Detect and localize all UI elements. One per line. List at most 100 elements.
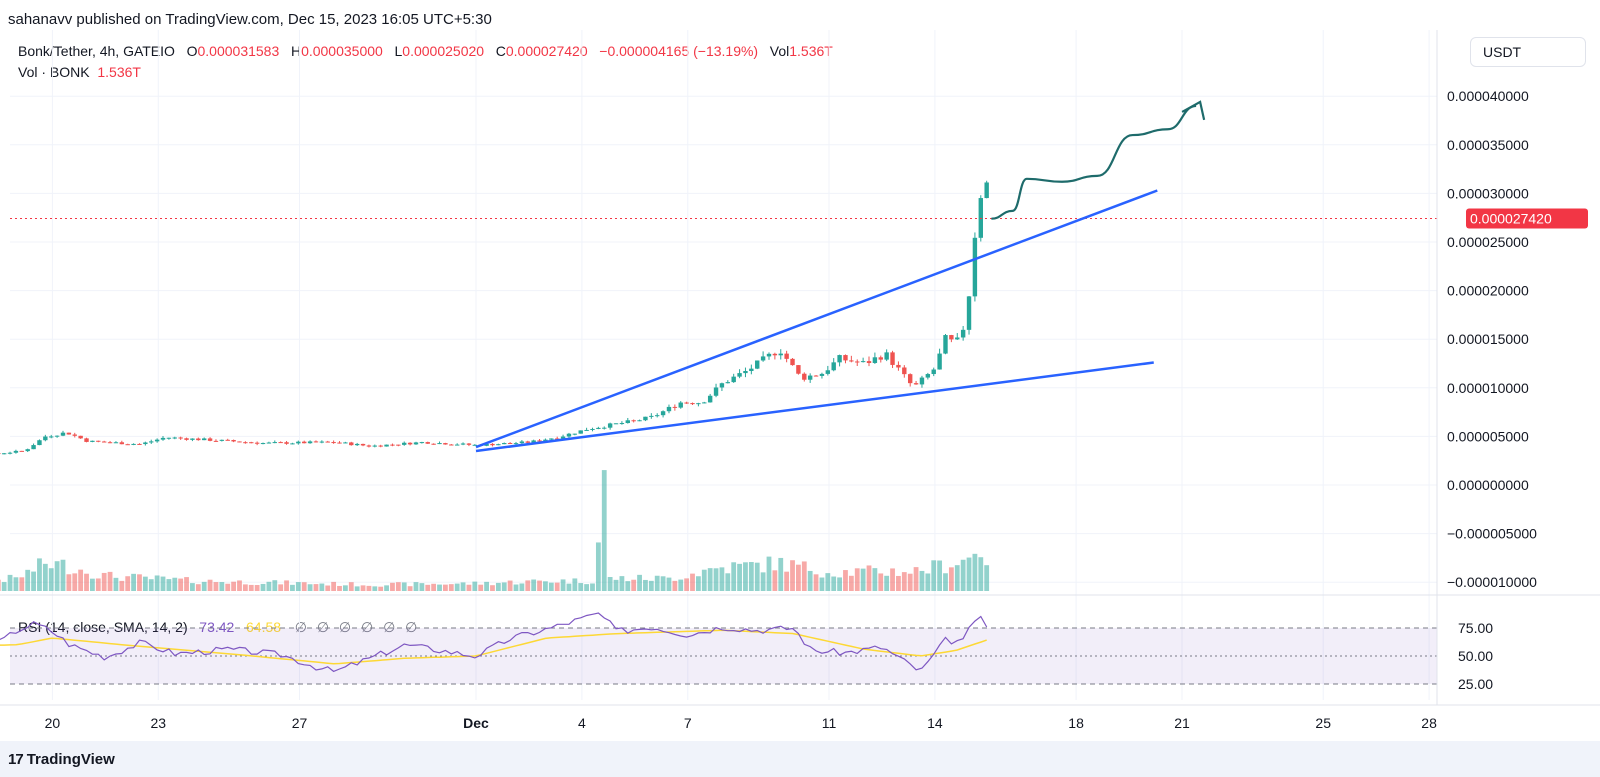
volume-bar <box>184 577 189 591</box>
volume-bar <box>631 579 637 591</box>
volume-bar <box>960 559 966 591</box>
volume-bar <box>613 579 619 591</box>
symbol-label[interactable]: Bonk/Tether, 4h, GATEIO <box>18 43 175 59</box>
candle-body <box>43 436 48 441</box>
volume-bar <box>854 568 860 591</box>
volume-bar <box>72 573 78 591</box>
volume-bar <box>948 567 954 591</box>
volume-bar <box>190 583 195 591</box>
candle-body <box>60 432 66 436</box>
candle-body <box>7 452 13 454</box>
volume-bar <box>584 584 590 591</box>
volume-bar <box>525 580 531 591</box>
tradingview-logo[interactable]: 17 TradingView <box>8 751 115 768</box>
candle-body <box>254 442 260 444</box>
volume-value: 1.536T <box>789 43 833 59</box>
candle-body <box>749 368 754 371</box>
candle-body <box>207 438 213 441</box>
candle-body <box>525 441 530 443</box>
candle-body <box>602 427 607 429</box>
volume-bar <box>690 573 695 591</box>
candle-body <box>519 441 525 444</box>
volume-series-legend[interactable]: Vol · BONK 1.536T <box>18 64 141 80</box>
candle-body <box>955 337 960 340</box>
time-axis-label: 18 <box>1068 715 1084 731</box>
rsi-legend[interactable]: RSI (14, close, SMA, 14, 2) 73.42 64.58 … <box>18 619 420 636</box>
candle-body <box>472 444 478 446</box>
volume-bar <box>407 586 413 591</box>
volume-bar <box>160 576 166 591</box>
candle-body <box>302 441 307 444</box>
volume-bar <box>278 584 284 591</box>
candles <box>0 180 989 455</box>
candle-body <box>360 443 366 446</box>
volume-bar <box>519 583 525 591</box>
time-axis-label: Dec <box>463 715 489 731</box>
candle-body <box>543 439 548 442</box>
candle-body <box>766 353 772 357</box>
candle-body <box>513 443 519 445</box>
price-axis-label: 0.000035000 <box>1447 137 1529 153</box>
candle-body <box>925 374 931 378</box>
candle-body <box>802 373 807 380</box>
volume-bar <box>443 584 448 591</box>
volume-bar <box>307 584 313 591</box>
open-label: O <box>186 43 198 59</box>
volume-bar <box>413 582 419 591</box>
volume-bar <box>390 582 395 591</box>
candle-body <box>90 440 95 442</box>
volume-series-label: Vol · BONK <box>18 64 90 80</box>
volume-bar <box>896 575 901 591</box>
candle-body <box>325 441 330 443</box>
low-label: L <box>394 43 403 59</box>
volume-bar <box>607 577 613 591</box>
rsi-sma-line <box>0 629 987 665</box>
currency-button[interactable]: USDT <box>1470 37 1586 67</box>
candle-body <box>131 443 136 445</box>
volume-bar <box>178 578 184 591</box>
candle-body <box>13 450 19 453</box>
volume-bar <box>142 576 148 591</box>
volume-bar <box>807 570 813 591</box>
candle-body <box>849 360 854 362</box>
candle-body <box>213 440 219 442</box>
volume-bar <box>919 570 925 591</box>
volume-bar <box>431 583 437 591</box>
candle-body <box>149 441 154 443</box>
volume-bar <box>872 568 878 591</box>
candle-body <box>19 450 25 452</box>
volume-bar <box>937 560 943 591</box>
time-axis-label: 28 <box>1421 715 1437 731</box>
candle-body <box>443 443 448 445</box>
candle-body <box>943 335 948 354</box>
volume-bar <box>478 584 484 591</box>
candle-body <box>437 443 442 445</box>
volume-bar <box>290 584 295 591</box>
volume-bar <box>260 583 266 591</box>
volume-bar <box>678 579 684 591</box>
price-chart[interactable]: 0.000040000 0.000035000 0.000030000 0.00002… <box>0 0 1600 741</box>
candle-body <box>660 411 666 416</box>
time-axis-label: 20 <box>45 715 61 731</box>
price-axis-label: −0.000010000 <box>1447 574 1537 590</box>
candle-body <box>502 443 507 445</box>
time-axis-label: 23 <box>151 715 167 731</box>
volume-bar <box>801 561 807 591</box>
volume-bar <box>537 580 542 591</box>
volume-bar <box>531 579 537 591</box>
volume-bar <box>342 585 348 591</box>
candle-body <box>931 369 936 375</box>
hidden-plots-icons[interactable]: ∅ ∅ ∅ ∅ ∅ ∅ <box>294 619 421 635</box>
candle-body <box>649 415 654 417</box>
volume-bar <box>931 560 937 591</box>
volume-bar <box>501 582 507 591</box>
candle-body <box>960 329 966 338</box>
volume-bar <box>119 580 125 591</box>
candle-body <box>784 353 789 359</box>
volume-bar <box>1 581 7 591</box>
volume-bar <box>331 581 337 591</box>
volume-bar <box>248 584 254 591</box>
candle-body <box>678 402 683 408</box>
candle-body <box>860 361 866 363</box>
candle-body <box>454 444 460 446</box>
